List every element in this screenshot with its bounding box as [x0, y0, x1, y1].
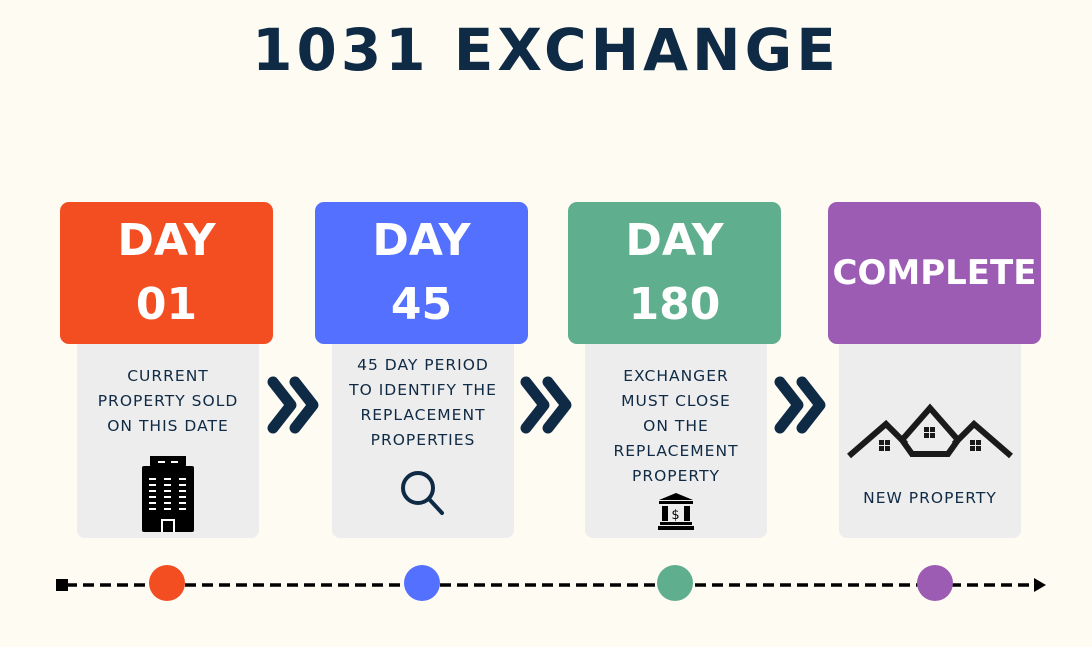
svg-text:$: $ — [671, 508, 680, 523]
houses-icon — [847, 403, 1013, 459]
search-icon — [401, 471, 444, 515]
timeline-dot-day-180 — [657, 565, 693, 601]
timeline-arrowhead-icon — [1034, 578, 1046, 592]
step-desc-line: EXCHANGER — [623, 367, 729, 385]
step-card-day-180: EXCHANGER MUST CLOSE ON THE REPLACEMENT … — [585, 336, 767, 538]
chevron-double-right-icon — [267, 376, 319, 434]
step-card-day-45: 45 DAY PERIOD TO IDENTIFY THE REPLACEMEN… — [332, 336, 514, 538]
step-header-line2: 01 — [135, 279, 198, 330]
step-header-line1: COMPLETE — [832, 253, 1037, 293]
chevron-double-right-icon — [774, 376, 826, 434]
timeline-dot-complete — [917, 565, 953, 601]
timeline-dot-day-01 — [149, 565, 185, 601]
chevron-double-right-icon — [520, 376, 572, 434]
step-desc-line: ON THIS DATE — [107, 417, 229, 435]
step-desc-line: PROPERTIES — [370, 431, 476, 449]
step-header-complete: COMPLETE — [828, 202, 1041, 344]
step-header-line1: DAY — [372, 215, 471, 266]
step-header-line1: DAY — [117, 215, 216, 266]
timeline-dot-day-45 — [404, 565, 440, 601]
page-title: 1031 EXCHANGE — [252, 16, 840, 84]
step-card-day-01: CURRENT PROPERTY SOLD ON THIS DATE — [77, 336, 259, 538]
step-desc-line: NEW PROPERTY — [863, 489, 997, 507]
office-building-icon — [142, 456, 194, 532]
step-desc-line: REPLACEMENT — [613, 442, 739, 460]
step-card-complete: NEW PROPERTY — [839, 336, 1021, 538]
step-desc-line: REPLACEMENT — [360, 406, 486, 424]
step-header-day-01: DAY 01 — [60, 202, 273, 344]
step-desc-line: 45 DAY PERIOD — [357, 356, 489, 374]
timeline — [56, 565, 1046, 601]
step-desc-line: CURRENT — [127, 367, 209, 385]
step-desc-line: PROPERTY SOLD — [97, 392, 239, 410]
bank-icon: $ — [658, 493, 694, 530]
step-desc-line: PROPERTY — [631, 467, 721, 485]
step-header-line2: 45 — [390, 279, 453, 330]
step-header-day-45: DAY 45 — [315, 202, 528, 344]
step-desc-line: TO IDENTIFY THE — [349, 381, 497, 399]
step-header-day-180: DAY 180 — [568, 202, 781, 344]
step-header-line1: DAY — [625, 215, 724, 266]
step-desc-line: MUST CLOSE — [621, 392, 731, 410]
timeline-start-marker — [56, 579, 68, 591]
step-desc-line: ON THE — [643, 417, 709, 435]
step-header-line2: 180 — [628, 279, 721, 330]
